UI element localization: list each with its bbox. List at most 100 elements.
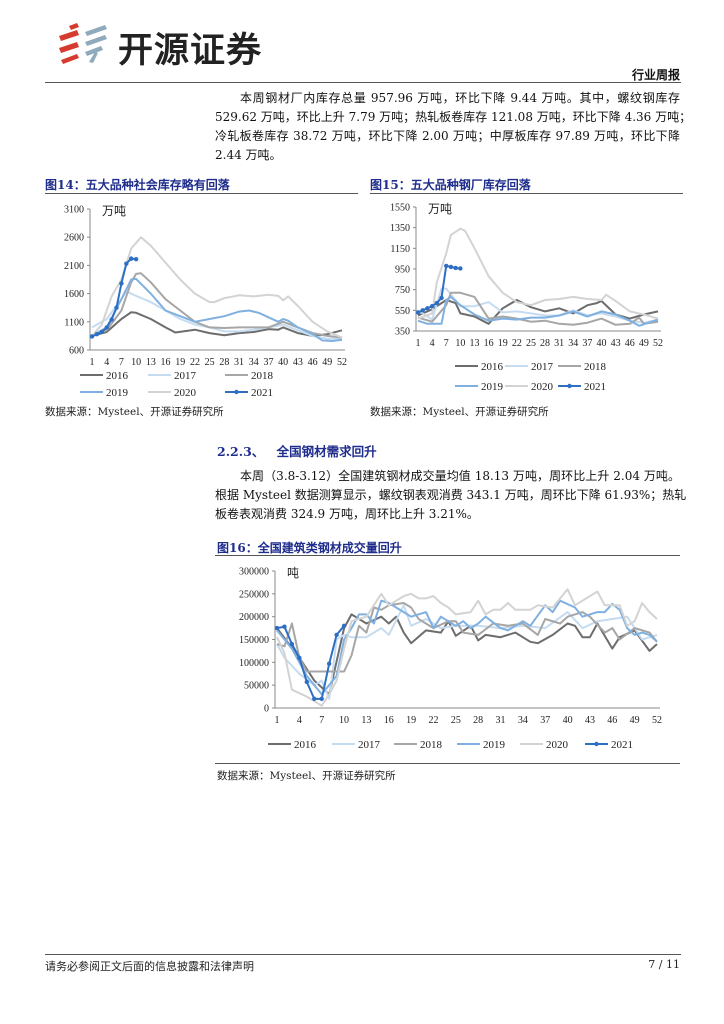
legend-marker-2021 [234, 389, 239, 395]
legend-marker-2021 [594, 741, 599, 747]
paragraph-line: 529.62 万吨，环比上升 7.79 万吨；热轧板卷库存 121.08 万吨，… [215, 110, 692, 124]
legend-label-2016: 2016 [106, 370, 129, 382]
data-point-2021 [458, 266, 463, 271]
data-point-2021 [114, 305, 119, 310]
y-tick-label: 1150 [390, 244, 410, 255]
legend-label-2021: 2021 [584, 381, 606, 393]
x-tick-label: 7 [119, 357, 124, 368]
y-tick-label: 550 [395, 306, 410, 317]
y-tick-label: 950 [395, 265, 410, 276]
data-point-2021 [124, 261, 129, 266]
y-axis-unit: 吨 [287, 566, 299, 580]
x-tick-label: 46 [607, 715, 617, 726]
y-tick-label: 200000 [239, 612, 269, 623]
data-point-2021 [133, 256, 139, 262]
section-number: 2.2.3、 [217, 444, 265, 459]
figure-14-source: 数据来源：Mysteel、开源证券研究所 [45, 406, 224, 418]
x-tick-label: 4 [104, 357, 109, 368]
y-tick-label: 300000 [239, 567, 269, 578]
data-point-2021 [420, 308, 425, 313]
data-point-2021 [297, 655, 302, 660]
legend-label-2018: 2018 [251, 370, 274, 382]
x-tick-label: 25 [205, 357, 215, 368]
series-line-2018 [276, 602, 658, 673]
y-tick-label: 350 [395, 327, 410, 338]
paragraph-line: 本周（3.8-3.12）全国建筑钢材成交量均值 18.13 万吨，周环比上升 2… [240, 469, 680, 483]
legend-label-2017: 2017 [358, 739, 381, 751]
data-point-2021 [129, 256, 134, 261]
data-point-2021 [334, 632, 339, 638]
figure-16-chart: 0 50000 100000 150000 200000 250000 300000 1 4 7 1… [239, 566, 662, 751]
x-tick-label: 22 [512, 338, 522, 349]
data-point-2021 [326, 661, 332, 666]
paragraph-line: 2.44 万吨。 [215, 148, 282, 162]
series-line-2016 [91, 311, 343, 337]
x-tick-label: 7 [444, 338, 449, 349]
legend-label-2021: 2021 [251, 387, 273, 399]
figure-15-rule [370, 193, 683, 194]
x-tick-label: 22 [428, 715, 438, 726]
y-axis-unit: 万吨 [102, 204, 126, 218]
data-point-2021 [282, 624, 287, 629]
x-tick-label: 43 [611, 338, 621, 349]
x-tick-label: 10 [339, 715, 349, 726]
figure-15-chart: 350 550 750 950 1150 1350 1550 1 4 7 10 13 16 19 22 25 2… [390, 202, 663, 393]
y-tick-label: 750 [395, 285, 410, 296]
x-tick-label: 25 [451, 715, 461, 726]
figure-16-bottom-rule [215, 763, 680, 764]
data-point-2021 [99, 329, 105, 335]
data-point-2021 [109, 317, 114, 322]
x-tick-label: 16 [484, 338, 494, 349]
x-tick-label: 37 [540, 715, 550, 726]
y-tick-label: 600 [69, 346, 84, 357]
x-tick-label: 1 [90, 357, 95, 368]
legend-label-2017: 2017 [174, 370, 197, 382]
x-tick-label: 49 [639, 338, 649, 349]
x-tick-label: 4 [430, 338, 435, 349]
legend-label-2017: 2017 [531, 361, 554, 373]
x-tick-label: 13 [146, 357, 156, 368]
data-point-2021 [453, 265, 458, 271]
paragraph-line: 本周钢材厂内库存总量 957.96 万吨，环比下降 9.44 万吨。其中，螺纹钢… [240, 91, 680, 105]
page-number: 7 / 11 [648, 958, 680, 971]
data-point-2021 [312, 696, 317, 702]
x-tick-label: 25 [526, 338, 536, 349]
data-point-2021 [89, 334, 95, 339]
x-tick-label: 52 [653, 338, 663, 349]
legend-label-2020: 2020 [174, 387, 197, 399]
series-line-2019 [276, 599, 658, 696]
figure-14-rule [45, 193, 358, 194]
data-point-2021 [104, 325, 109, 330]
y-tick-label: 1550 [390, 203, 410, 214]
x-tick-label: 37 [582, 338, 592, 349]
x-tick-label: 31 [554, 338, 564, 349]
data-point-2021 [289, 641, 295, 647]
data-point-2021 [425, 306, 430, 311]
footer-divider [45, 954, 681, 955]
figure-16-source: 数据来源：Mysteel、开源证券研究所 [217, 770, 396, 782]
x-tick-label: 37 [263, 357, 273, 368]
x-tick-label: 19 [406, 715, 416, 726]
x-tick-label: 13 [361, 715, 371, 726]
x-tick-label: 34 [249, 357, 259, 368]
section-heading: 2.2.3、 全国钢材需求回升 [217, 441, 377, 460]
demand-paragraph: 本周（3.8-3.12）全国建筑钢材成交量均值 18.13 万吨，周环比上升 2… [215, 467, 686, 524]
paragraph-line: 板卷表观消费 324.9 万吨，周环比上升 3.21%。 [215, 507, 479, 521]
x-tick-label: 52 [337, 357, 347, 368]
series-line-2020 [417, 227, 659, 320]
x-tick-label: 43 [585, 715, 595, 726]
section-title: 全国钢材需求回升 [276, 444, 377, 459]
series-line-2021 [91, 257, 137, 338]
series-line-2021 [276, 625, 345, 700]
legend-label-2016: 2016 [294, 739, 317, 751]
x-tick-label: 19 [175, 357, 185, 368]
x-tick-label: 16 [384, 715, 394, 726]
y-tick-label: 2600 [64, 233, 84, 244]
series-line-2017 [417, 287, 659, 324]
y-tick-label: 50000 [244, 681, 269, 692]
figure-14-chart: 600 1100 1600 2100 2600 3100 1 4 7 10 13 16 19 22 25 28… [64, 204, 347, 399]
legend-label-2020: 2020 [531, 381, 554, 393]
figure-15-source: 数据来源：Mysteel、开源证券研究所 [370, 406, 549, 418]
brand-name: 开源证券 [118, 31, 263, 71]
series-line-2016 [417, 299, 659, 325]
